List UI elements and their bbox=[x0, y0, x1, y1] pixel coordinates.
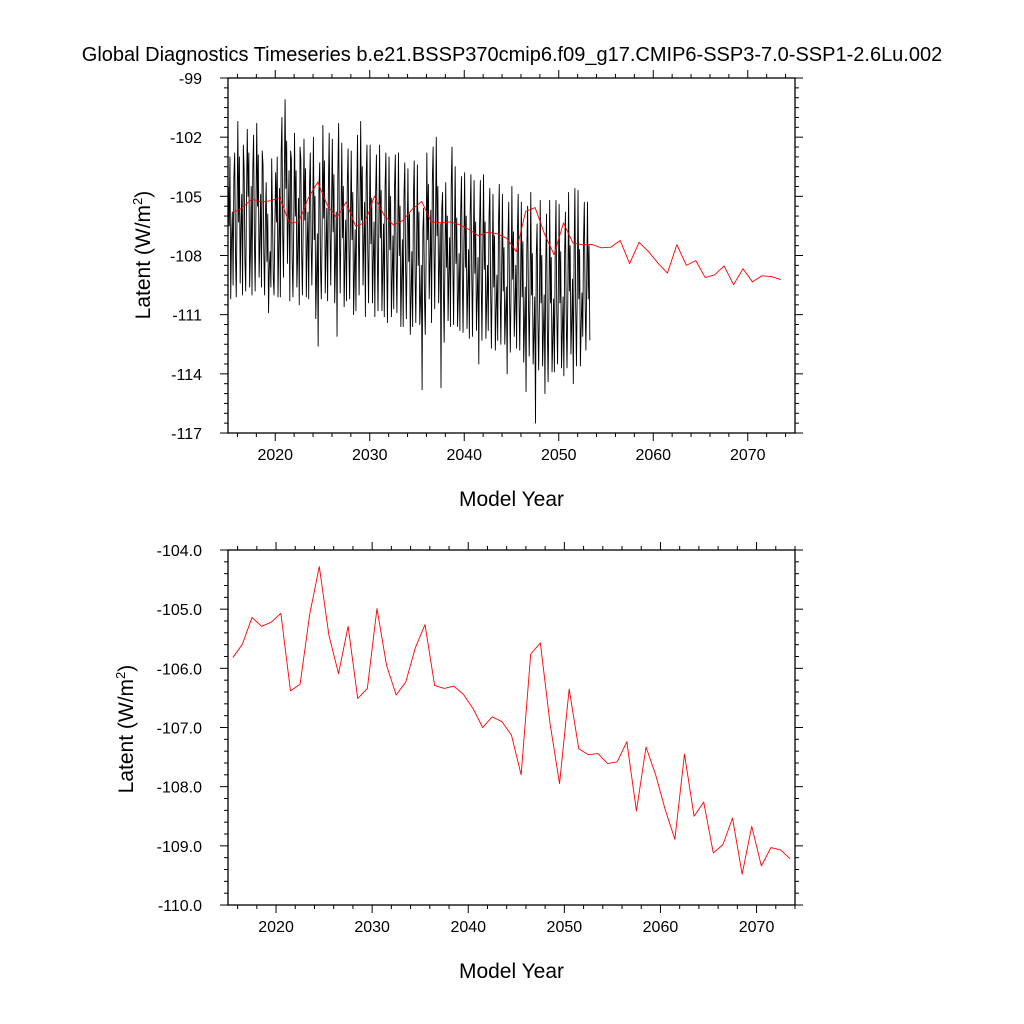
x-tick-label: 2040 bbox=[446, 447, 482, 464]
x-tick-label: 2070 bbox=[730, 447, 766, 464]
x-tick-label: 2050 bbox=[547, 919, 583, 936]
annual-mean-series-line bbox=[232, 181, 781, 286]
y-tick-label: -109.0 bbox=[157, 839, 202, 856]
y-tick-label: -102 bbox=[170, 130, 202, 147]
y-tick-label: -105 bbox=[170, 189, 202, 206]
y-axis-title-superscript: 2 bbox=[113, 672, 128, 679]
x-tick-label: 2020 bbox=[258, 919, 294, 936]
monthly-series-line bbox=[227, 99, 591, 424]
x-tick-label: 2050 bbox=[541, 447, 577, 464]
y-axis-title: Latent (W/m2) bbox=[113, 665, 138, 794]
y-axis-title-main: Latent (W/m bbox=[132, 205, 155, 319]
y-tick-label: -117 bbox=[171, 426, 202, 443]
y-tick-label: -104.0 bbox=[157, 543, 202, 560]
plot-frame bbox=[227, 549, 796, 906]
y-axis-title-superscript: 2 bbox=[130, 198, 145, 205]
y-axis-title-main: Latent (W/m bbox=[115, 679, 138, 793]
bottom-panel-annual-mean: 2020 2030 2040 2050 2060 2070 -110.0 -109.0 -108… bbox=[113, 542, 803, 983]
y-tick-label: -110.0 bbox=[158, 898, 202, 915]
y-tick-label: -106.0 bbox=[157, 661, 202, 678]
annual-mean-series-line bbox=[232, 566, 791, 875]
y-tick-label: -99 bbox=[179, 71, 202, 88]
y-axis-title-close: ) bbox=[132, 191, 155, 198]
x-axis-title: Model Year bbox=[459, 960, 564, 983]
x-tick-label: 2040 bbox=[450, 919, 486, 936]
y-tick-label: -108.0 bbox=[157, 780, 202, 797]
y-axis-title: Latent (W/m2) bbox=[130, 191, 155, 320]
x-tick-label: 2060 bbox=[635, 447, 671, 464]
page-title: Global Diagnostics Timeseries b.e21.BSSP… bbox=[81, 44, 943, 66]
y-tick-label: -107.0 bbox=[157, 721, 202, 738]
x-axis-title: Model Year bbox=[459, 488, 564, 511]
y-tick-label: -114 bbox=[171, 367, 202, 384]
x-tick-label: 2030 bbox=[352, 447, 388, 464]
top-panel-monthly-and-annual: 2020 2030 2040 2050 2060 2070 -117 -114 -111 -108… bbox=[130, 70, 803, 511]
x-tick-label: 2060 bbox=[643, 919, 679, 936]
y-tick-label: -111 bbox=[172, 308, 202, 325]
y-axis-title-close: ) bbox=[115, 665, 138, 672]
y-tick-label: -105.0 bbox=[157, 602, 202, 619]
x-tick-label: 2020 bbox=[257, 447, 293, 464]
x-tick-label: 2030 bbox=[354, 919, 390, 936]
x-tick-label: 2070 bbox=[739, 919, 775, 936]
y-tick-label: -108 bbox=[170, 249, 202, 266]
